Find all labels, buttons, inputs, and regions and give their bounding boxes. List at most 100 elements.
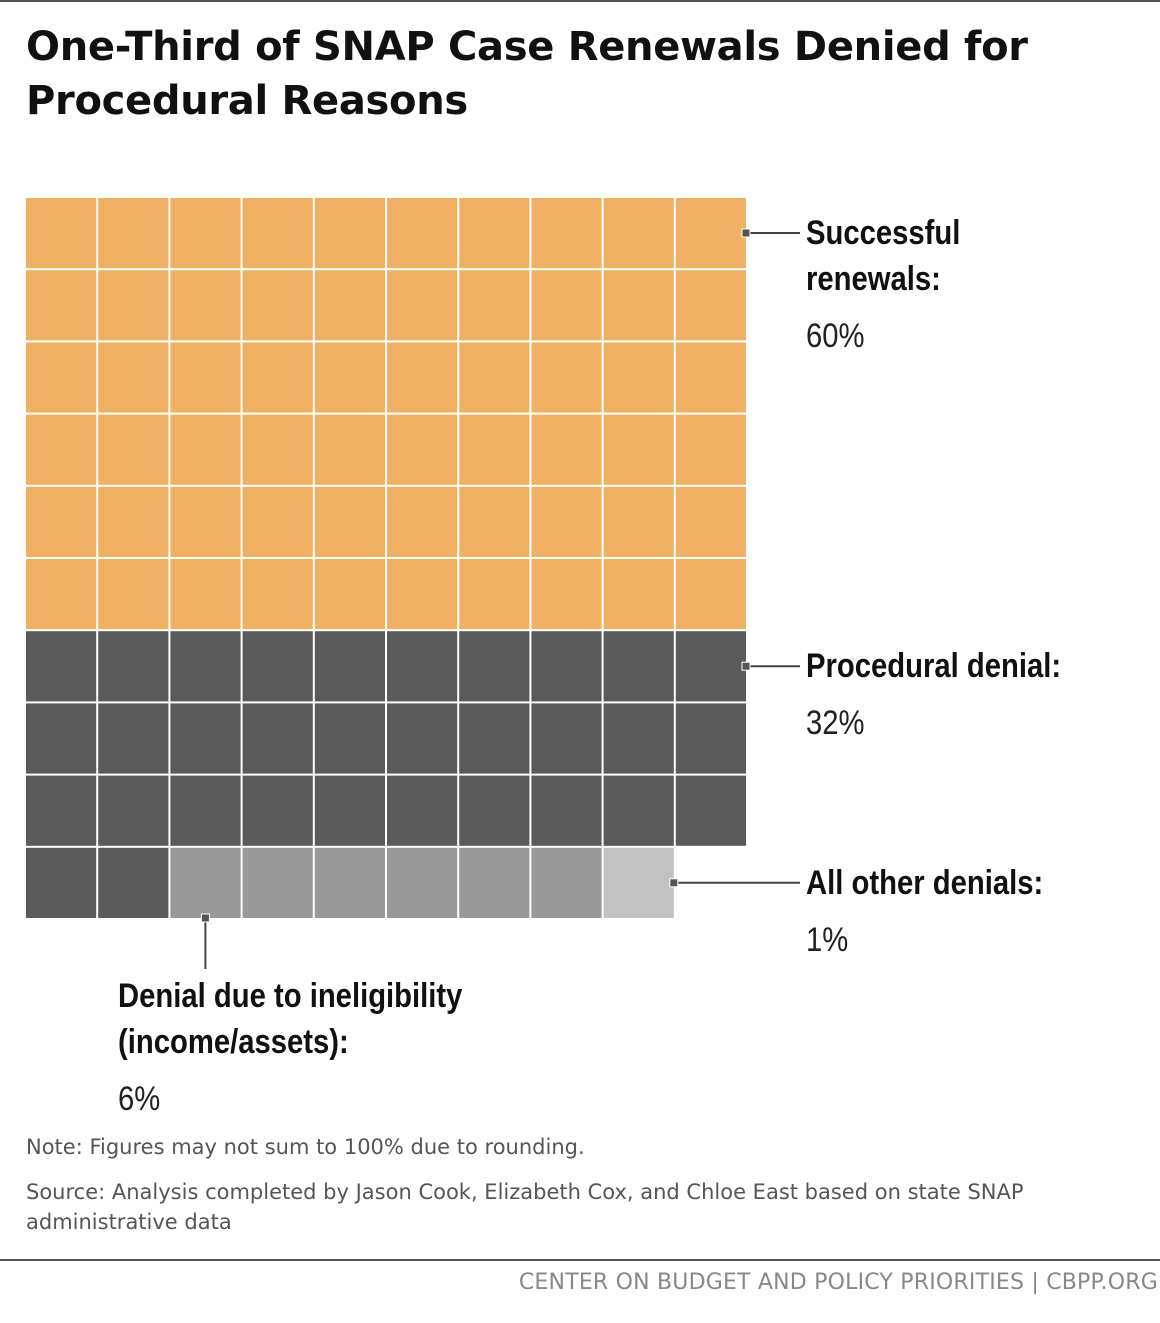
waffle-cell-successful bbox=[98, 270, 169, 341]
waffle-cell-procedural bbox=[98, 775, 169, 846]
waffle-cell-ineligible bbox=[242, 847, 313, 918]
successful-value: 60% bbox=[806, 317, 865, 355]
waffle-cell-successful bbox=[26, 198, 97, 269]
waffle-cell-procedural bbox=[603, 703, 674, 774]
waffle-cell-successful bbox=[314, 486, 385, 557]
waffle-cell-successful bbox=[242, 486, 313, 557]
waffle-cell-successful bbox=[531, 559, 602, 630]
waffle-cell-ineligible bbox=[387, 847, 458, 918]
waffle-cell-successful bbox=[531, 270, 602, 341]
waffle-cell-successful bbox=[603, 342, 674, 413]
waffle-cell-procedural bbox=[675, 703, 746, 774]
waffle-cell-successful bbox=[459, 198, 530, 269]
waffle-cell-successful bbox=[242, 414, 313, 485]
procedural-value: 32% bbox=[806, 704, 865, 742]
waffle-cell-successful bbox=[98, 198, 169, 269]
waffle-cell-successful bbox=[170, 486, 241, 557]
legend-label-procedural: Procedural denial: 32% bbox=[806, 643, 1103, 746]
procedural-label: Procedural denial: bbox=[806, 647, 1062, 685]
waffle-cell-procedural bbox=[98, 847, 169, 918]
waffle-cell-successful bbox=[242, 198, 313, 269]
waffle-cell-successful bbox=[459, 559, 530, 630]
waffle-cell-successful bbox=[314, 198, 385, 269]
successful-label-line1: Successful bbox=[806, 214, 961, 252]
waffle-cell-procedural bbox=[98, 703, 169, 774]
legend-label-ineligible: Denial due to ineligibility (income/asse… bbox=[118, 973, 518, 1122]
waffle-cell-successful bbox=[675, 414, 746, 485]
waffle-cell-ineligible bbox=[314, 847, 385, 918]
waffle-cell-successful bbox=[603, 414, 674, 485]
waffle-cell-procedural bbox=[242, 703, 313, 774]
waffle-cell-procedural bbox=[675, 775, 746, 846]
waffle-cell-successful bbox=[26, 414, 97, 485]
waffle-cell-ineligible bbox=[531, 847, 602, 918]
waffle-cell-successful bbox=[603, 198, 674, 269]
waffle-cell-procedural bbox=[314, 631, 385, 702]
waffle-cell-successful bbox=[242, 342, 313, 413]
other-label: All other denials: bbox=[806, 864, 1044, 902]
waffle-cell-successful bbox=[242, 270, 313, 341]
waffle-cell-successful bbox=[675, 342, 746, 413]
waffle-cell-successful bbox=[170, 559, 241, 630]
waffle-cell-procedural bbox=[26, 703, 97, 774]
leader-dot-other bbox=[669, 878, 679, 888]
waffle-cell-successful bbox=[26, 559, 97, 630]
waffle-cell-successful bbox=[459, 486, 530, 557]
waffle-cell-procedural bbox=[26, 631, 97, 702]
waffle-cell-successful bbox=[459, 414, 530, 485]
waffle-cell-procedural bbox=[314, 703, 385, 774]
waffle-cell-successful bbox=[387, 414, 458, 485]
chart-title: One-Third of SNAP Case Renewals Denied f… bbox=[26, 24, 1028, 124]
waffle-cell-ineligible bbox=[170, 847, 241, 918]
ineligible-label-line2: (income/assets): bbox=[118, 1023, 349, 1061]
waffle-cell-successful bbox=[459, 270, 530, 341]
waffle-cell-successful bbox=[603, 559, 674, 630]
ineligible-value: 6% bbox=[118, 1080, 161, 1118]
waffle-cell-successful bbox=[387, 486, 458, 557]
waffle-cell-procedural bbox=[531, 775, 602, 846]
waffle-cell-successful bbox=[314, 270, 385, 341]
waffle-cell-other bbox=[603, 847, 674, 918]
waffle-cell-successful bbox=[675, 486, 746, 557]
waffle-cell-successful bbox=[459, 342, 530, 413]
waffle-cell-successful bbox=[170, 414, 241, 485]
leader-dot-procedural bbox=[741, 661, 751, 671]
waffle-cell-successful bbox=[387, 198, 458, 269]
waffle-cell-successful bbox=[26, 486, 97, 557]
source-text: Source: Analysis completed by Jason Cook… bbox=[26, 1180, 1024, 1234]
waffle-cell-procedural bbox=[170, 703, 241, 774]
top-rule bbox=[0, 0, 1160, 2]
legend-label-other: All other denials: 1% bbox=[806, 860, 1082, 963]
waffle-cell-successful bbox=[387, 270, 458, 341]
waffle-cell-successful bbox=[242, 559, 313, 630]
waffle-cell-successful bbox=[675, 559, 746, 630]
waffle-cell-procedural bbox=[603, 775, 674, 846]
bottom-rule bbox=[0, 1259, 1160, 1261]
waffle-cell-procedural bbox=[675, 631, 746, 702]
waffle-cell-procedural bbox=[98, 631, 169, 702]
waffle-cell-successful bbox=[314, 559, 385, 630]
waffle-cell-successful bbox=[314, 414, 385, 485]
waffle-cell-successful bbox=[170, 270, 241, 341]
successful-label-line2: renewals: bbox=[806, 260, 941, 298]
waffle-cell-procedural bbox=[387, 631, 458, 702]
waffle-cell-successful bbox=[98, 342, 169, 413]
waffle-cell-successful bbox=[387, 342, 458, 413]
waffle-cell-successful bbox=[387, 559, 458, 630]
waffle-cell-procedural bbox=[603, 631, 674, 702]
waffle-cell-successful bbox=[531, 414, 602, 485]
waffle-cell-successful bbox=[531, 342, 602, 413]
waffle-cell-procedural bbox=[170, 775, 241, 846]
waffle-cell-successful bbox=[531, 486, 602, 557]
waffle-cell-successful bbox=[26, 342, 97, 413]
waffle-cell-procedural bbox=[242, 631, 313, 702]
waffle-chart bbox=[26, 198, 800, 969]
legend-label-successful: Successful renewals: 60% bbox=[806, 210, 986, 359]
waffle-cell-successful bbox=[170, 198, 241, 269]
waffle-cell-procedural bbox=[26, 847, 97, 918]
waffle-cell-procedural bbox=[387, 775, 458, 846]
leader-dot-successful bbox=[741, 228, 751, 238]
waffle-cell-procedural bbox=[314, 775, 385, 846]
waffle-cell-successful bbox=[675, 270, 746, 341]
footer-credit: CENTER ON BUDGET AND POLICY PRIORITIES |… bbox=[518, 1270, 1158, 1295]
